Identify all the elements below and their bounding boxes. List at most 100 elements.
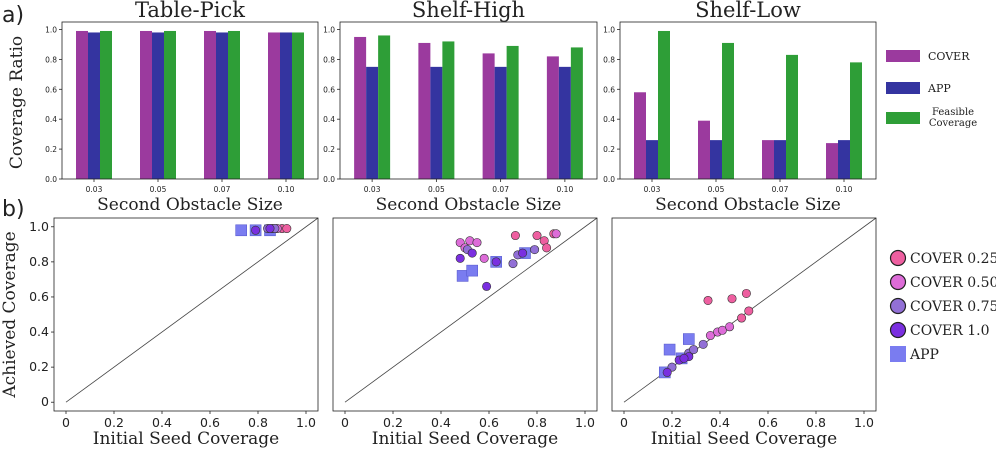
bar-cover	[76, 30, 88, 179]
x-tick-label: 0.07	[772, 185, 789, 194]
x-tick-label: 0	[341, 415, 349, 430]
point-app	[235, 224, 247, 237]
x-tick-label: 0.10	[557, 185, 574, 194]
point-cover-0-50	[725, 322, 735, 332]
point-cover-0-25	[703, 295, 713, 305]
x-tick-label: 1.0	[575, 415, 595, 430]
legend-marker-3	[889, 297, 907, 315]
bar-feasible-coverage	[506, 45, 519, 179]
bar-app	[710, 140, 722, 179]
bar-cover	[418, 42, 431, 179]
point-app	[466, 264, 479, 277]
x-tick-label: 0.03	[644, 185, 661, 194]
bar-feasible-coverage	[378, 35, 391, 180]
x-tick-label: 0.6	[758, 415, 778, 430]
y-tick-label: 1.0	[323, 25, 335, 34]
bar-feasible-coverage	[292, 32, 304, 179]
legend-label: COVER 0.75	[910, 299, 996, 315]
x-tick-label: 0.8	[248, 415, 268, 430]
x-tick-label: 0.05	[428, 185, 445, 194]
bar-feasible-coverage	[850, 62, 862, 179]
plot-frame	[61, 21, 319, 180]
legend-label: COVER	[928, 50, 970, 63]
y-axis-label: Coverage Ratio	[7, 36, 27, 169]
bar-chart-1: Table-Pick 0.03 0.05 0.07 0.10 0.0 0.2 0.4 0.6 0.…	[7, 0, 319, 215]
y-tick-label: 0.4	[323, 115, 335, 124]
y-tick-label: 0.0	[323, 175, 335, 184]
plot-frame	[619, 21, 877, 180]
point-cover-1-0	[467, 248, 477, 258]
legend-marker-2	[889, 273, 907, 291]
y-tick-label: 0.6	[45, 85, 57, 94]
bar-feasible-coverage	[786, 54, 798, 180]
x-axis-label: Initial Seed Coverage	[372, 429, 559, 449]
legend-swatch-1	[886, 50, 920, 62]
bar-app	[366, 66, 379, 179]
legend-swatch-3	[886, 112, 920, 124]
bar-feasible-coverage	[228, 30, 240, 179]
x-tick-label: 0.07	[492, 185, 509, 194]
x-tick-label: 0.10	[278, 185, 295, 194]
scatter-chart-3: 0 0.2 0.4 0.6 0.8 1.0 Initial Seed Coverage	[611, 217, 877, 449]
point-cover-0-25	[727, 294, 737, 304]
bar-app	[430, 66, 443, 179]
y-tick-label: 0	[41, 394, 49, 409]
point-cover-1-0	[482, 281, 492, 291]
point-cover-0-25	[532, 231, 542, 241]
bar-app	[838, 140, 850, 179]
bar-chart-2: Shelf-High 0.03 0.05 0.07 0.10 0.0 0.2 0.4 0.6 0.…	[323, 0, 598, 215]
x-tick-label: 0.2	[383, 415, 403, 430]
y-tick-label: 1.0	[45, 25, 57, 34]
x-tick-label: 0.05	[708, 185, 725, 194]
y-tick-label: 0.6	[323, 85, 335, 94]
x-axis-label: Initial Seed Coverage	[93, 429, 280, 449]
y-tick-label: 0.2	[603, 145, 615, 154]
x-tick-label: 0.4	[152, 415, 172, 430]
legend-marker-app	[890, 346, 906, 362]
x-tick-label: 0.2	[662, 415, 682, 430]
y-tick-label: 0.8	[45, 55, 57, 64]
y-tick-label: 0.2	[323, 145, 335, 154]
chart-title: Table-Pick	[135, 0, 245, 22]
x-tick-label: 0.8	[806, 415, 826, 430]
point-cover-0-25	[744, 306, 754, 316]
bar-app	[152, 32, 164, 179]
x-tick-label: 1.0	[296, 415, 316, 430]
legend-marker-1	[889, 249, 907, 267]
point-cover-0-50	[705, 331, 715, 341]
point-app	[663, 343, 676, 356]
bar-chart-3: Shelf-Low 0.03 0.05 0.07 0.10 0.0 0.2 0.4 0.6 0.8…	[603, 0, 877, 215]
bar-app	[494, 66, 507, 179]
plot-frame	[332, 217, 598, 412]
point-cover-1-0	[455, 253, 465, 263]
point-cover-1-0	[518, 248, 528, 258]
bar-cover	[204, 30, 216, 179]
bar-app	[280, 32, 292, 179]
bar-app	[558, 66, 571, 179]
point-cover-0-50	[717, 325, 727, 335]
legend-marker-4	[889, 321, 907, 339]
bar-app	[88, 32, 100, 179]
y-tick-label: 0.2	[29, 359, 49, 374]
scatter-legend: COVER 0.25 COVER 0.50 COVER 0.75 COVER 1.0 A…	[889, 249, 996, 363]
y-tick-label: 1.0	[603, 25, 615, 34]
scatter-chart-2: 0 0.2 0.4 0.6 0.8 1.0 Initial Seed Coverage	[332, 217, 598, 449]
point-cover-0-25	[542, 243, 552, 253]
bar-cover	[698, 120, 710, 179]
bar-feasible-coverage	[100, 30, 112, 179]
diagonal-line	[65, 217, 319, 403]
bar-feasible-coverage	[658, 30, 670, 179]
panel-label-b: b)	[2, 197, 25, 222]
bar-cover	[826, 143, 838, 179]
point-cover-1-0	[251, 225, 261, 235]
bar-cover	[546, 56, 559, 180]
x-tick-label: 0.8	[527, 415, 547, 430]
y-tick-label: 0.4	[603, 115, 615, 124]
point-cover-0-75	[698, 339, 708, 349]
legend-label: COVER 1.0	[910, 323, 990, 339]
point-app	[682, 333, 695, 345]
point-cover-0-25	[510, 231, 520, 241]
x-tick-label: 0.05	[150, 185, 167, 194]
y-tick-label: 1.0	[29, 219, 49, 234]
point-cover-0-75	[689, 345, 699, 355]
